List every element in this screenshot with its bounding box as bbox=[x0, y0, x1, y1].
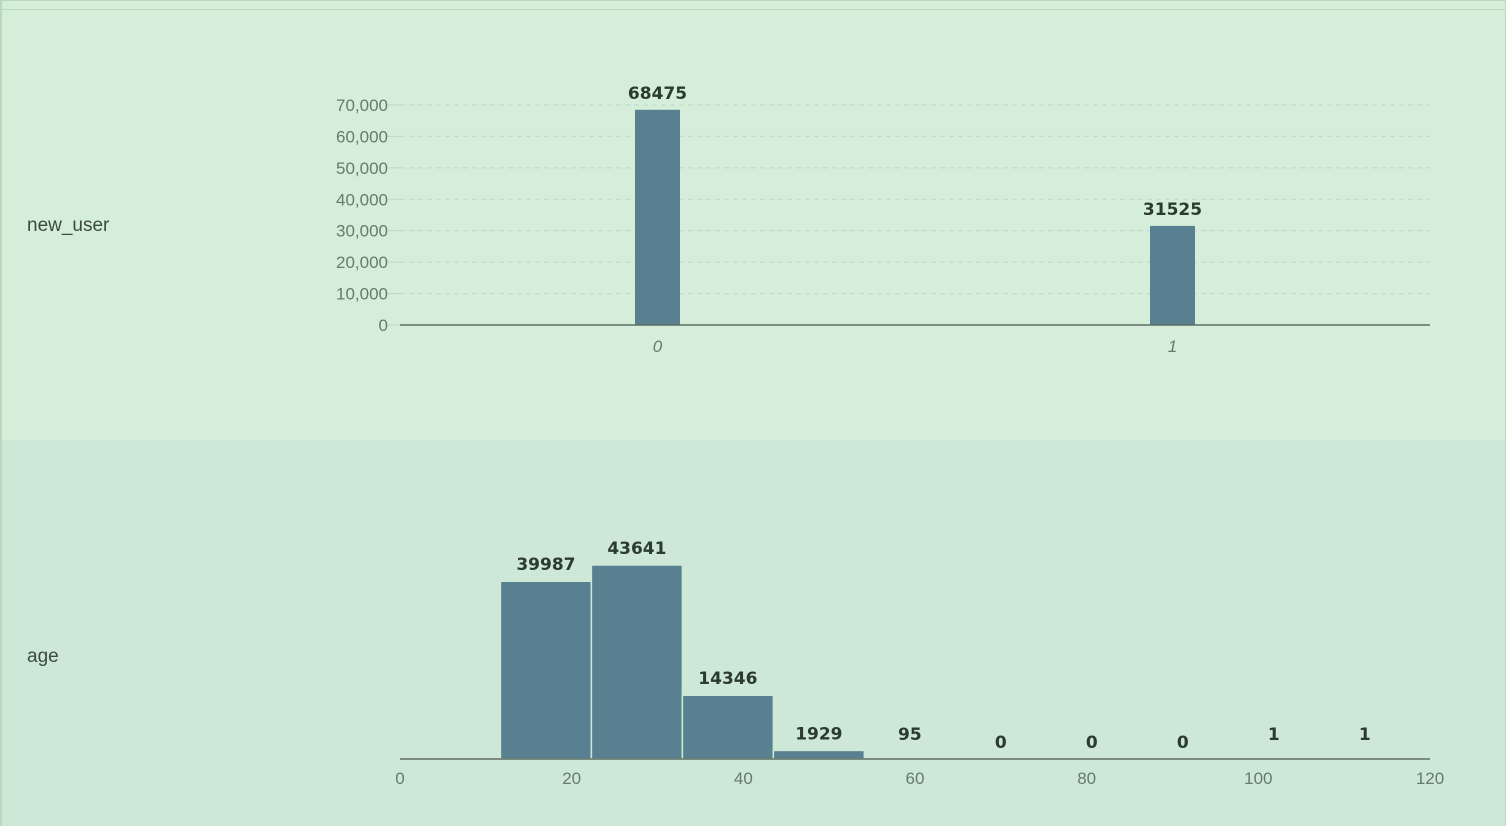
new-user-bar-chart: 0 10,000 20,000 30,000 40,000 50,000 60,000 70,… bbox=[336, 84, 1430, 356]
age-histogram-chart: 39987 43641 14346 1929 95 0 0 0 1 1 0 20 40 60 80 100 12… bbox=[395, 539, 1444, 788]
bar-value-label: 39987 bbox=[516, 555, 575, 575]
bar bbox=[1150, 225, 1195, 325]
bar bbox=[635, 109, 680, 326]
bar-value-label: 0 bbox=[995, 733, 1007, 753]
histogram-bar bbox=[681, 694, 775, 760]
y-tick-label: 40,000 bbox=[336, 190, 388, 209]
age-panel: age 39987 43641 14346 1929 95 0 0 0 1 1 0 20 40 60 80 1… bbox=[2, 440, 1505, 826]
bar-value-label: 1 bbox=[1268, 725, 1280, 745]
x-tick-label: 120 bbox=[1416, 769, 1444, 788]
bar-value-label: 31525 bbox=[1143, 200, 1202, 220]
y-tick-label: 70,000 bbox=[336, 96, 388, 115]
bar-value-label: 1929 bbox=[795, 724, 842, 744]
bar-value-label: 68475 bbox=[628, 84, 687, 104]
bar-value-label: 0 bbox=[1086, 733, 1098, 753]
y-tick-label: 30,000 bbox=[336, 222, 388, 241]
y-tick-label: 60,000 bbox=[336, 127, 388, 146]
x-tick-label: 80 bbox=[1077, 769, 1096, 788]
x-tick-label: 40 bbox=[734, 769, 753, 788]
age-row-label: age bbox=[27, 646, 59, 667]
y-tick-label: 20,000 bbox=[336, 253, 388, 272]
new-user-row-label: new_user bbox=[27, 215, 110, 236]
bar-value-label: 43641 bbox=[607, 539, 666, 559]
histogram-bar bbox=[499, 580, 593, 760]
x-tick-label: 100 bbox=[1244, 769, 1272, 788]
x-tick-label: 0 bbox=[395, 769, 404, 788]
histogram-bar bbox=[590, 564, 684, 760]
bar-value-label: 95 bbox=[898, 725, 922, 745]
bar-value-label: 1 bbox=[1359, 725, 1371, 745]
x-tick-label: 20 bbox=[562, 769, 581, 788]
bar-value-label: 0 bbox=[1177, 733, 1189, 753]
histogram-bar bbox=[772, 749, 866, 760]
x-tick-label: 0 bbox=[653, 337, 663, 356]
y-tick-label: 0 bbox=[379, 316, 388, 335]
y-tick-label: 50,000 bbox=[336, 159, 388, 178]
x-tick-label: 1 bbox=[1168, 337, 1177, 356]
new-user-panel: new_user 0 10,000 20,000 30,000 40,000 50,000… bbox=[2, 9, 1505, 441]
y-tick-label: 10,000 bbox=[336, 285, 388, 304]
x-tick-label: 60 bbox=[906, 769, 925, 788]
bar-value-label: 14346 bbox=[698, 669, 757, 689]
